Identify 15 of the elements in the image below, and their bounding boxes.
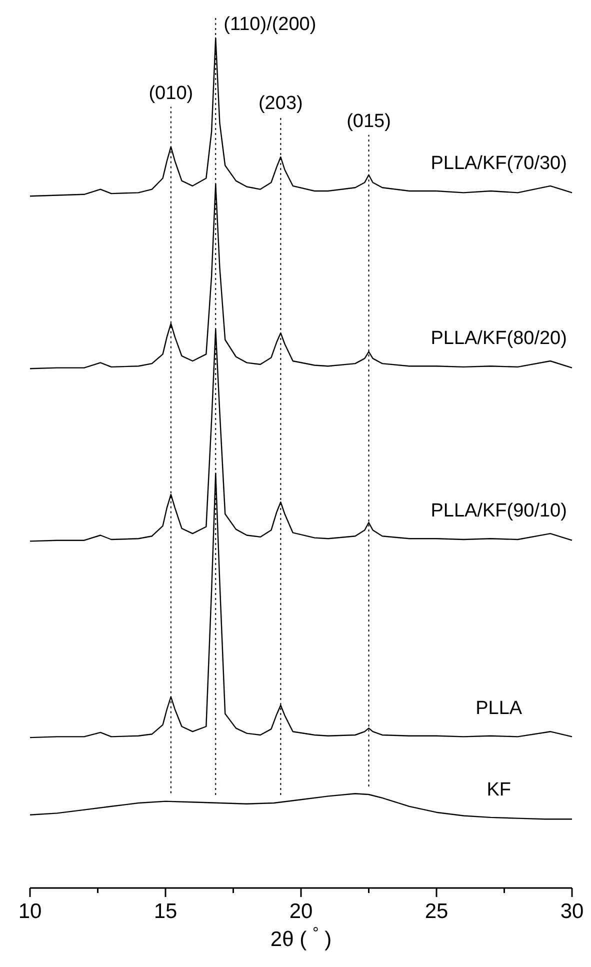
x-axis-title: 2θ ( $^{°}$ ) [270, 924, 332, 951]
x-tick-label: 20 [289, 900, 313, 923]
annotation: (203) [258, 93, 303, 114]
annotation: (010) [148, 82, 194, 104]
series-label: PLLA/KF(70/30) [430, 153, 567, 174]
annotation: (015) [346, 110, 391, 132]
series-label: PLLA/KF(90/10) [430, 500, 567, 522]
series-label: PLLA/KF(80/20) [430, 328, 567, 350]
x-tick-label: 25 [424, 900, 448, 923]
x-tick-label: 30 [560, 900, 584, 923]
x-tick-label: 10 [18, 900, 42, 923]
x-tick-label: 15 [154, 900, 178, 923]
series-label: KF [486, 779, 511, 800]
series-label: PLLA [476, 698, 522, 719]
annotation: (110)/(200) [224, 14, 316, 35]
